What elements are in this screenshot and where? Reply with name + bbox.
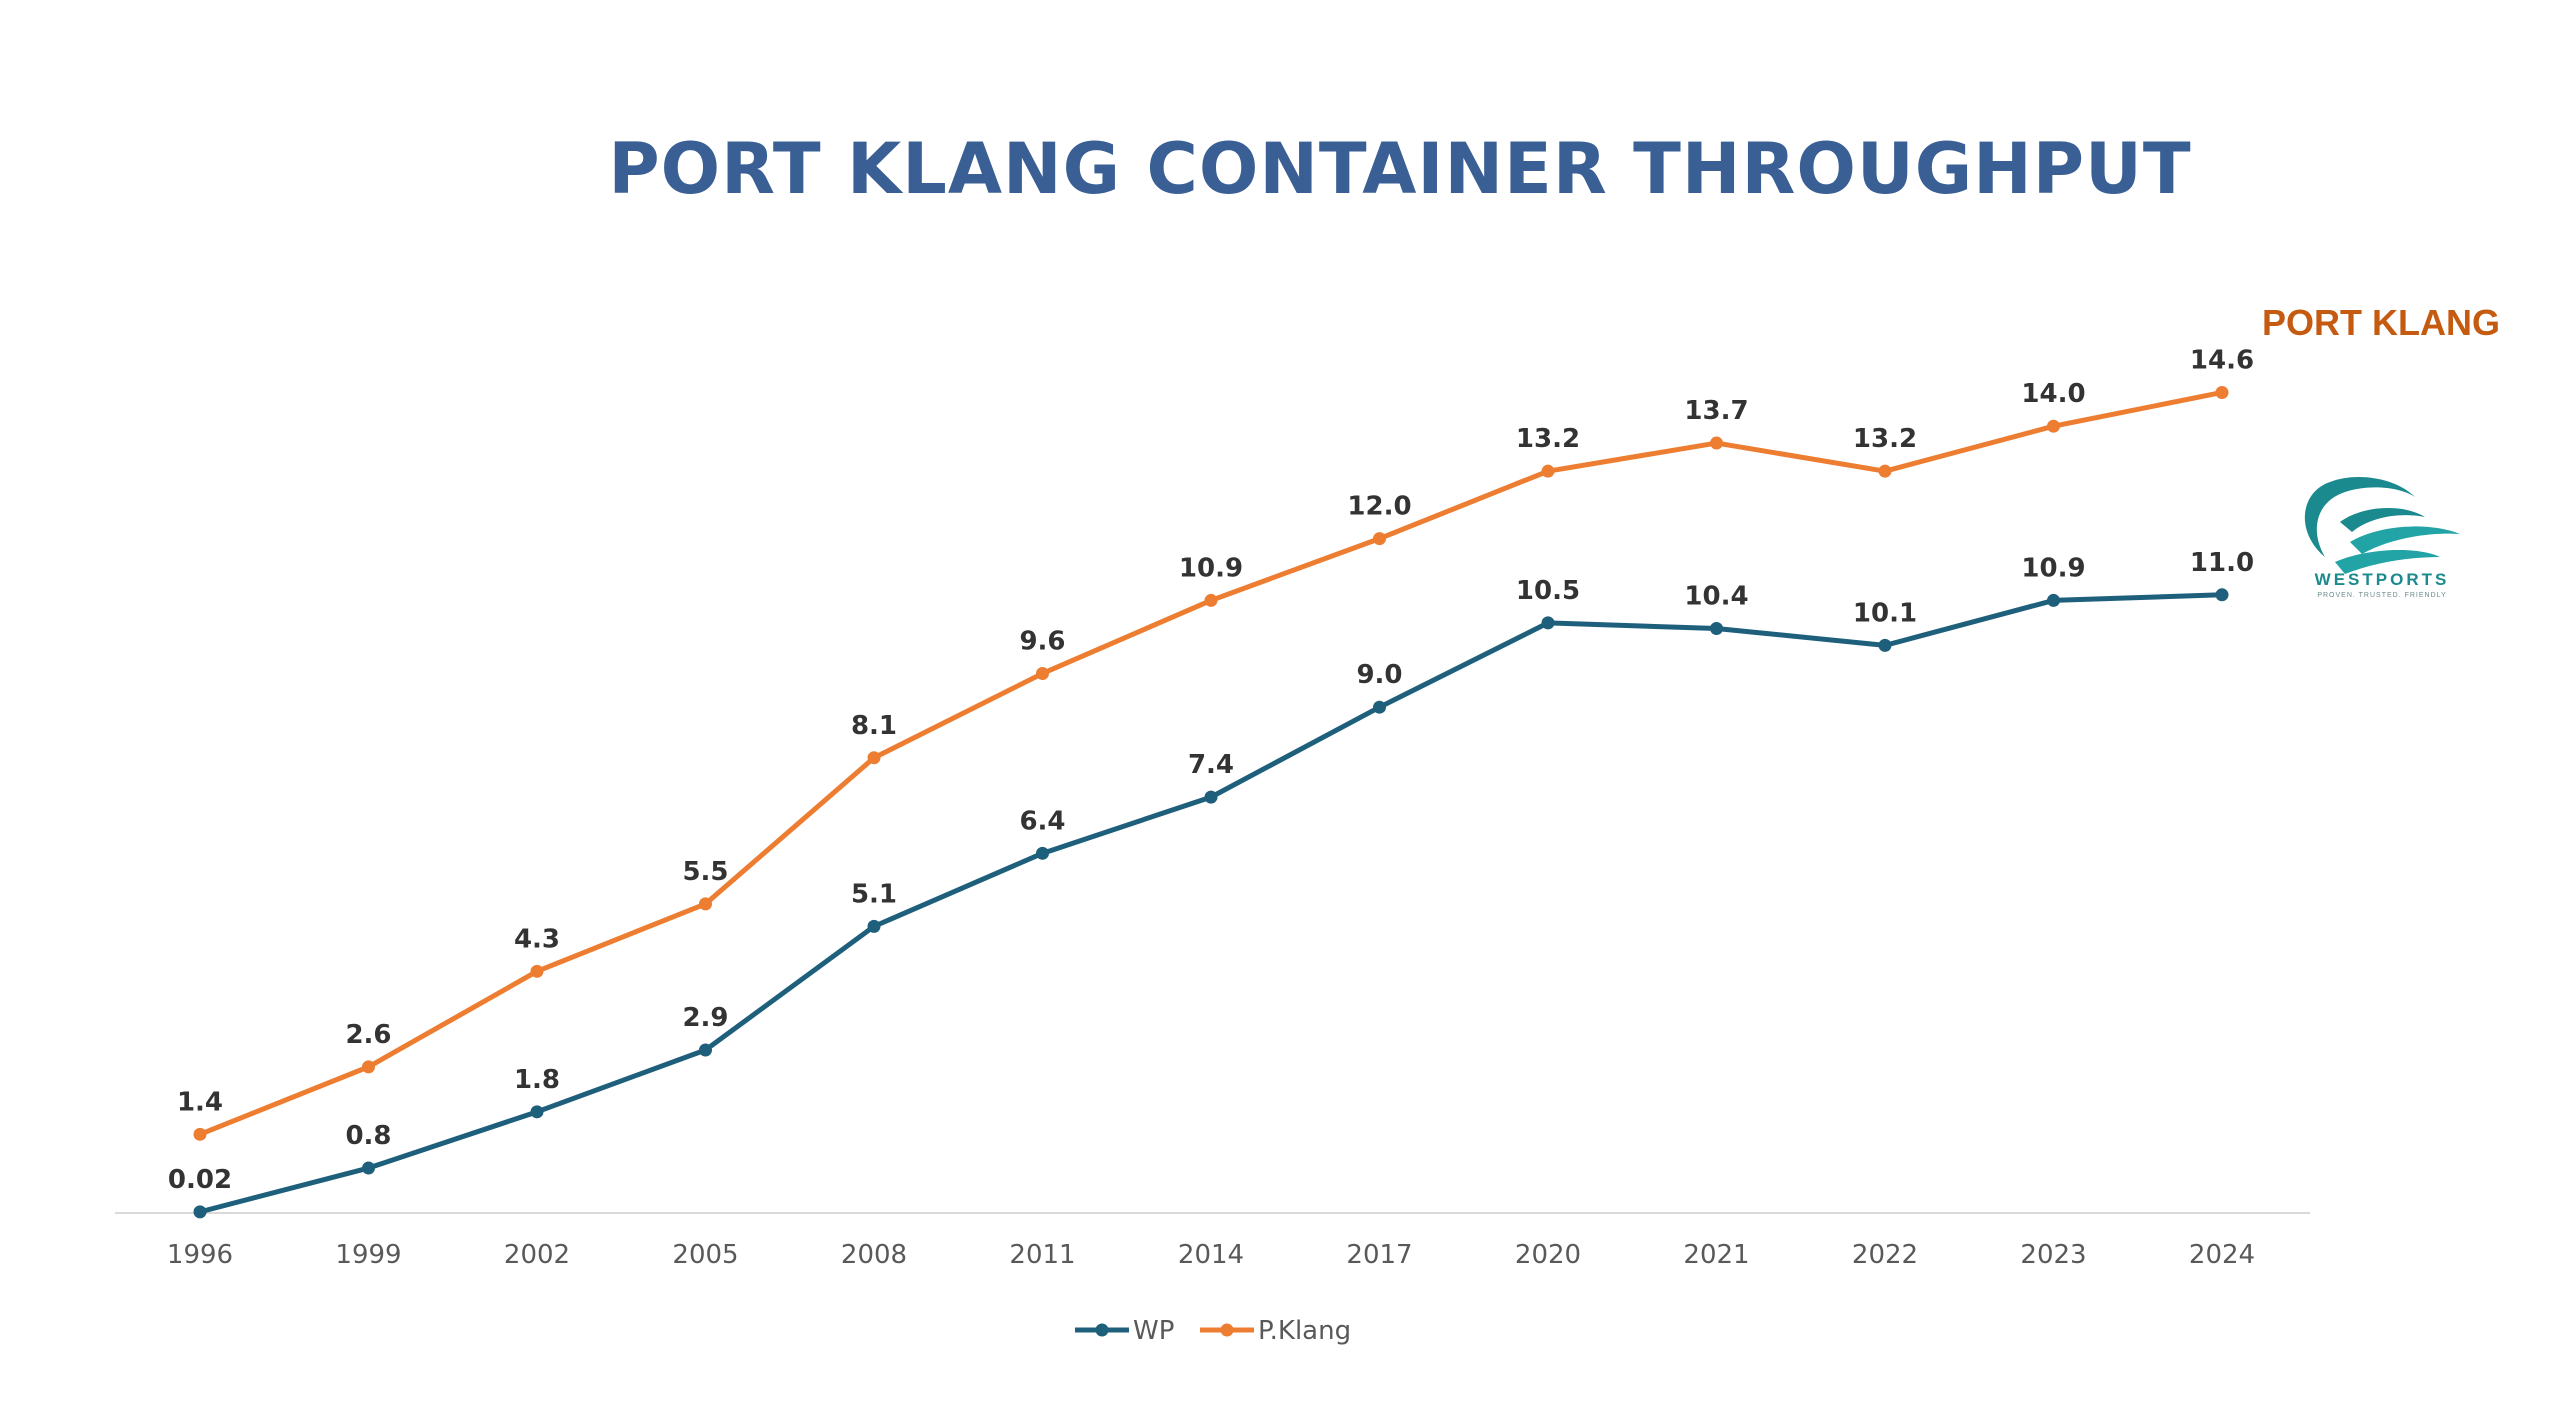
data-label: 8.1 — [851, 711, 897, 741]
data-label: 13.2 — [1853, 424, 1917, 454]
data-point — [193, 1205, 207, 1219]
westports-logo-icon — [2304, 477, 2460, 574]
data-point — [193, 1127, 207, 1141]
data-point — [1373, 700, 1386, 714]
data-point — [1878, 638, 1892, 652]
data-point — [1373, 532, 1386, 546]
data-label: 13.7 — [1684, 396, 1748, 426]
logo-wave-2 — [2340, 507, 2425, 532]
legend-marker-wp — [1095, 1323, 1109, 1337]
westports-logo-text: WESTPORTS — [2314, 570, 2450, 589]
data-point — [2047, 593, 2060, 607]
data-label: 14.6 — [2190, 345, 2254, 375]
data-point — [1541, 616, 1555, 630]
x-tick-label: 2023 — [2020, 1240, 2086, 1270]
data-point — [530, 1105, 544, 1119]
data-label: 5.1 — [851, 879, 897, 909]
legend-marker-pklang — [1220, 1323, 1234, 1337]
series-line-wp — [199, 592, 2223, 1215]
logo-wave-1 — [2304, 477, 2415, 557]
data-label: 1.4 — [177, 1087, 223, 1117]
x-tick-label: 2022 — [1852, 1240, 1918, 1270]
data-label: 10.9 — [2021, 553, 2085, 583]
data-label: 14.0 — [2021, 379, 2085, 409]
data-label: 0.02 — [168, 1165, 232, 1195]
data-point — [699, 1043, 712, 1057]
data-label: 9.0 — [1356, 660, 1402, 690]
data-label: 10.9 — [1179, 553, 1243, 583]
data-label: 11.0 — [2190, 548, 2254, 578]
data-label: 12.0 — [1347, 492, 1411, 522]
x-tick-label: 1999 — [335, 1240, 401, 1270]
data-label: 6.4 — [1019, 806, 1065, 836]
x-tick-label: 2017 — [1346, 1240, 1412, 1270]
x-tick-label: 2005 — [672, 1240, 738, 1270]
data-point — [1541, 464, 1555, 478]
x-tick-label: 2002 — [504, 1240, 570, 1270]
data-label: 4.3 — [514, 924, 560, 954]
data-point — [1878, 464, 1892, 478]
x-tick-label: 1996 — [167, 1240, 233, 1270]
data-label: 7.4 — [1188, 750, 1234, 780]
data-label: 1.8 — [514, 1065, 560, 1095]
data-point — [867, 751, 881, 765]
data-point — [2215, 385, 2229, 399]
data-label: 9.6 — [1019, 626, 1065, 656]
westports-logo-tagline: PROVEN. TRUSTED. FRIENDLY — [2317, 592, 2447, 599]
x-tick-label: 2014 — [1178, 1240, 1244, 1270]
logo-wave-3 — [2350, 526, 2460, 554]
data-point — [1036, 666, 1049, 680]
data-label: 13.2 — [1516, 424, 1580, 454]
data-label: 10.4 — [1684, 582, 1748, 612]
legend-label-pklang: P.Klang — [1258, 1316, 1351, 1346]
x-tick-label: 2011 — [1009, 1240, 1075, 1270]
port-klang-annotation: PORT KLANG — [2262, 302, 2500, 343]
data-point — [1710, 436, 1723, 450]
data-point — [1036, 846, 1049, 860]
data-label: 2.6 — [345, 1020, 391, 1050]
x-tick-label: 2021 — [1683, 1240, 1749, 1270]
data-label: 10.1 — [1853, 598, 1917, 628]
x-tick-label: 2008 — [841, 1240, 907, 1270]
data-point — [362, 1060, 375, 1074]
data-point — [1204, 790, 1218, 804]
data-point — [530, 964, 544, 978]
data-label: 2.9 — [682, 1003, 728, 1033]
x-tick-label: 2020 — [1515, 1240, 1581, 1270]
data-point — [2047, 419, 2060, 433]
data-label: 0.8 — [345, 1121, 391, 1151]
data-label: 10.5 — [1516, 576, 1580, 606]
data-label: 5.5 — [682, 857, 728, 887]
data-point — [2215, 588, 2229, 602]
data-point — [1710, 622, 1723, 636]
data-point — [699, 897, 712, 911]
data-point — [867, 919, 881, 933]
data-point — [1204, 593, 1218, 607]
legend-label-wp: WP — [1133, 1316, 1174, 1346]
chart-title: PORT KLANG CONTAINER THROUGHPUT — [608, 128, 2192, 210]
data-point — [362, 1161, 375, 1175]
x-tick-label: 2024 — [2189, 1240, 2255, 1270]
logo-wave-4 — [2335, 550, 2440, 574]
